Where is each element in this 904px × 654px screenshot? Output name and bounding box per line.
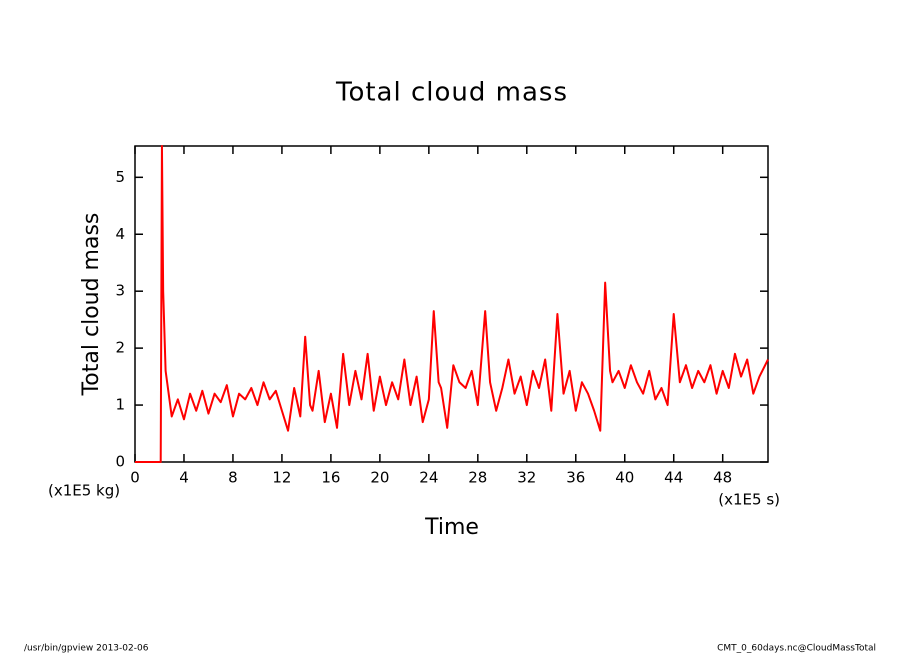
x-tick-label: 44 <box>664 469 683 487</box>
x-tick-label: 32 <box>517 469 536 487</box>
chart-title: Total cloud mass <box>335 78 568 108</box>
footer-left: /usr/bin/gpview 2013-02-06 <box>24 644 149 654</box>
x-tick-label: 36 <box>566 469 585 487</box>
x-tick-label: 8 <box>228 469 238 487</box>
y-tick-label: 5 <box>115 168 125 186</box>
y-tick-label: 3 <box>115 282 125 300</box>
y-tick-label: 4 <box>115 225 125 243</box>
y-axis-label: Total cloud mass <box>79 213 104 397</box>
x-axis-label: Time <box>424 515 479 540</box>
y-tick-label: 2 <box>115 339 125 357</box>
y-tick-label: 0 <box>115 453 125 471</box>
x-tick-label: 0 <box>130 469 140 487</box>
x-tick-label: 40 <box>615 469 634 487</box>
x-tick-label: 20 <box>370 469 389 487</box>
data-line <box>135 145 769 463</box>
plot-frame <box>134 145 769 463</box>
x-tick-label: 4 <box>179 469 189 487</box>
x-unit: (x1E5 s) <box>718 491 780 509</box>
x-tick-label: 12 <box>272 469 291 487</box>
y-unit: (x1E5 kg) <box>48 482 120 500</box>
x-tick-label: 28 <box>468 469 487 487</box>
x-tick-label: 48 <box>713 469 732 487</box>
x-tick-label: 24 <box>419 469 438 487</box>
x-tick-label: 16 <box>321 469 340 487</box>
footer-right: CMT_0_60days.nc@CloudMassTotal <box>717 644 876 654</box>
y-tick-label: 1 <box>115 396 125 414</box>
